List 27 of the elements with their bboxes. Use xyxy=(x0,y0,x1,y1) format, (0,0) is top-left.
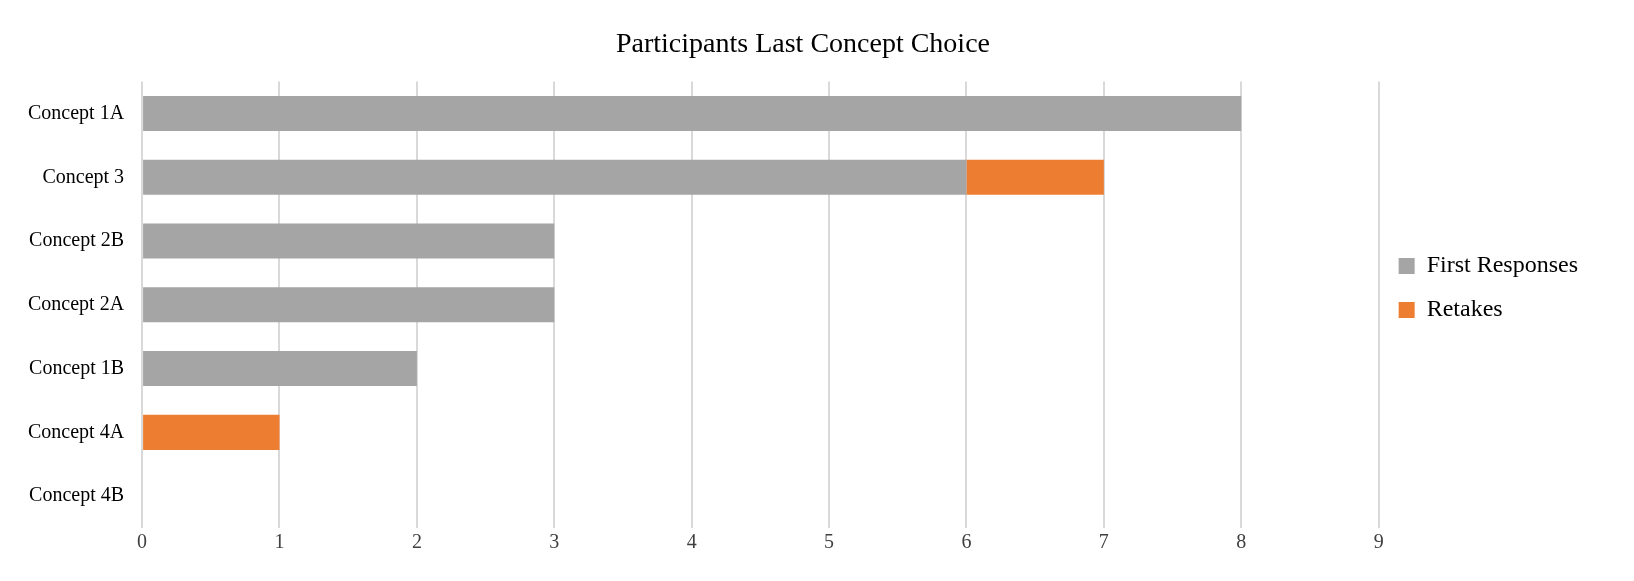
bar xyxy=(143,351,417,387)
legend-label: First Responses xyxy=(1426,251,1579,278)
x-tick-label: 7 xyxy=(1098,530,1109,553)
chart-title: Participants Last Concept Choice xyxy=(615,27,991,59)
x-tick-label: 0 xyxy=(137,530,148,553)
x-tick-label: 5 xyxy=(824,530,835,553)
x-tick-label: 2 xyxy=(411,530,422,553)
y-tick-label: Concept 2A xyxy=(28,292,125,316)
bar xyxy=(143,414,280,450)
x-tick-label: 6 xyxy=(961,530,972,553)
x-tick-label: 1 xyxy=(274,530,285,553)
x-tick-label: 3 xyxy=(549,530,560,553)
bar xyxy=(143,287,555,323)
y-tick-label: Concept 4B xyxy=(29,483,125,507)
y-tick-label: Concept 2B xyxy=(29,228,125,252)
y-tick-label: Concept 3 xyxy=(42,164,125,188)
bar xyxy=(143,223,555,259)
y-tick-label: Concept 1A xyxy=(28,100,125,124)
x-tick-label: 4 xyxy=(686,530,697,553)
y-tick-label: Concept 4A xyxy=(28,419,125,443)
x-tick-label: 9 xyxy=(1373,530,1384,553)
bar xyxy=(966,159,1104,195)
bar xyxy=(143,95,1242,132)
legend-label: Retakes xyxy=(1426,295,1503,322)
y-tick-label: Concept 1B xyxy=(29,355,125,379)
x-tick-label: 8 xyxy=(1236,530,1247,553)
bar xyxy=(143,159,967,195)
